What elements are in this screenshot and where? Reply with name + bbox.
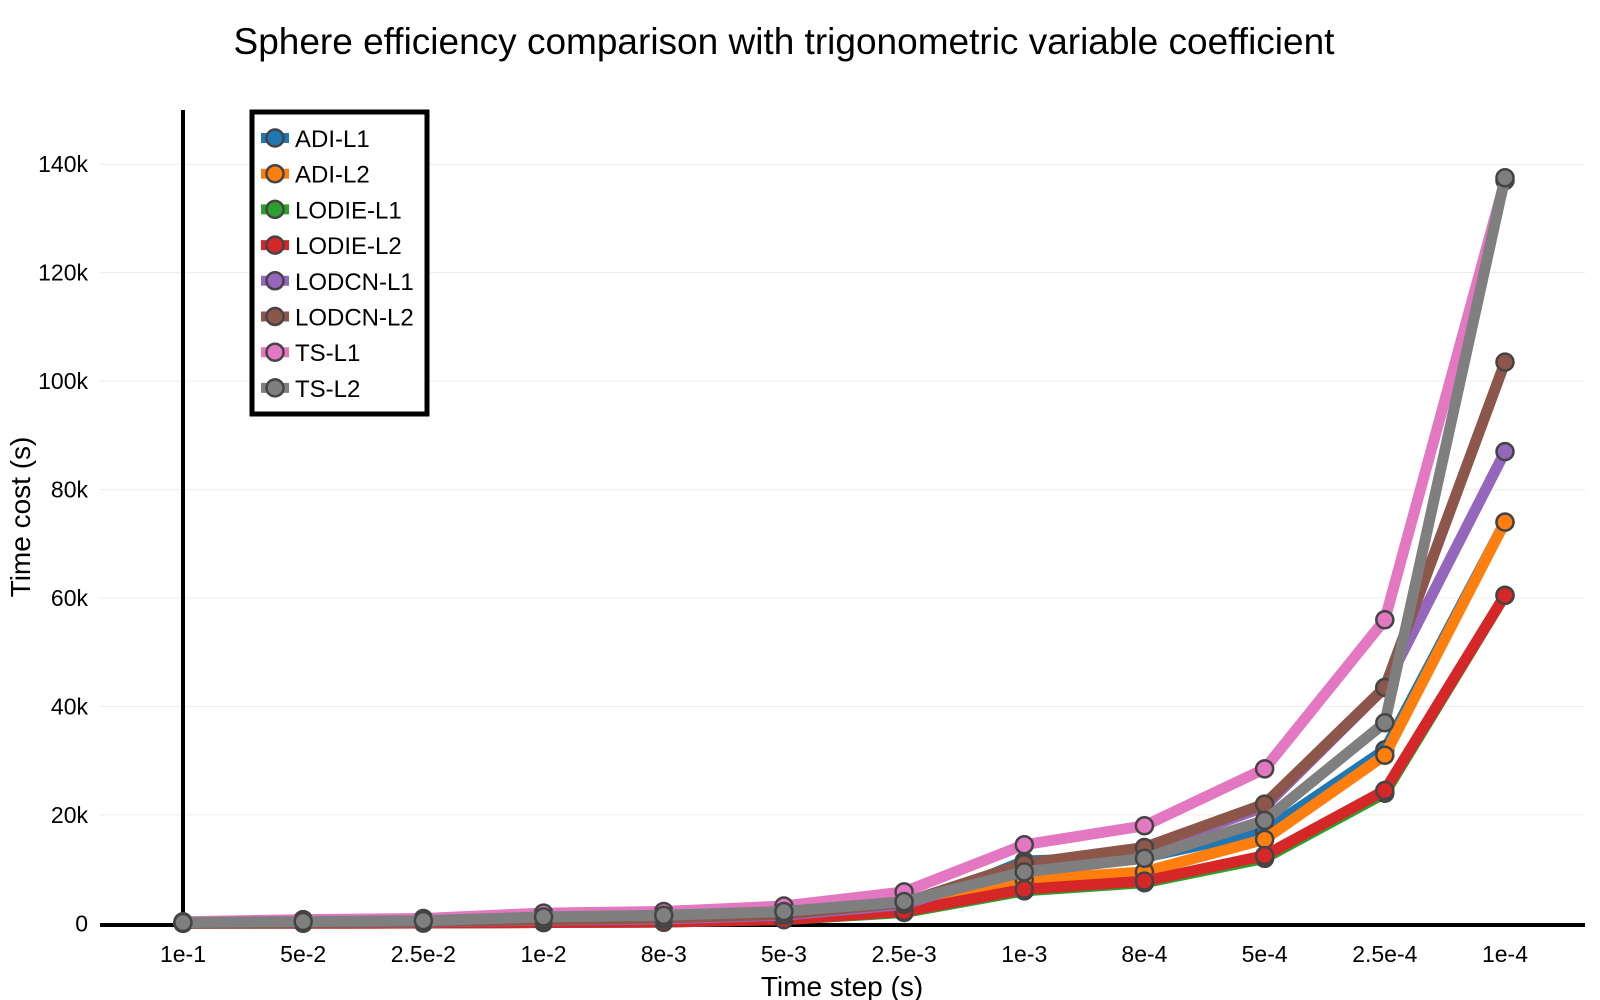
legend-swatch-marker xyxy=(265,342,285,362)
legend-swatch-marker xyxy=(265,235,285,255)
data-point xyxy=(413,910,434,931)
x-tick-label: 1e-4 xyxy=(1482,941,1528,967)
legend-item: TS-L2 xyxy=(261,376,360,403)
legend-item: LODCN-L1 xyxy=(261,269,414,296)
x-tick-label: 1e-3 xyxy=(1001,941,1047,967)
legend-label: ADI-L1 xyxy=(295,126,370,153)
series-line xyxy=(177,446,1511,929)
data-point xyxy=(533,907,554,927)
y-tick-label: 80k xyxy=(51,477,89,503)
x-tick-label: 2.5e-4 xyxy=(1352,941,1417,967)
legend-item: LODIE-L1 xyxy=(261,197,402,224)
y-tick-label: 20k xyxy=(51,802,89,828)
data-point xyxy=(653,905,674,925)
series-lodcn-l1 xyxy=(173,441,1515,933)
data-point xyxy=(1014,862,1035,882)
legend-swatch-marker xyxy=(265,128,285,148)
y-tick-label: 0 xyxy=(75,910,88,936)
series-lodcn-l2 xyxy=(173,352,1515,933)
series-line xyxy=(177,172,1511,929)
data-point xyxy=(1254,829,1275,850)
data-point xyxy=(1134,871,1155,891)
legend-swatch-marker xyxy=(265,163,285,184)
x-tick-label: 8e-4 xyxy=(1121,941,1167,967)
legend-label: LODCN-L1 xyxy=(295,269,414,296)
legend: ADI-L1 ADI-L2 LODIE-L1 LODIE-L2 LODCN-L1 LODC… xyxy=(249,109,430,417)
data-point xyxy=(894,891,914,912)
series-adi-l2 xyxy=(173,512,1515,933)
x-tick-label: 5e-2 xyxy=(280,941,326,967)
series-adi-l1 xyxy=(173,512,1515,933)
legend-swatch-marker xyxy=(265,306,285,327)
data-point xyxy=(1014,879,1035,899)
data-point xyxy=(1134,848,1155,869)
chart-title: Sphere efficiency comparison with trigon… xyxy=(234,21,1336,62)
y-tick-label: 120k xyxy=(38,260,88,286)
legend-item: ADI-L1 xyxy=(261,126,370,153)
data-point xyxy=(1495,585,1515,606)
x-axis-label: Time step (s) xyxy=(761,971,923,1000)
data-point xyxy=(1495,168,1515,188)
y-tick-label: 100k xyxy=(38,368,88,394)
x-tick-label: 1e-1 xyxy=(160,941,206,967)
data-point xyxy=(1375,609,1395,630)
data-point xyxy=(1254,845,1275,866)
y-tick-label: 140k xyxy=(38,151,88,177)
data-point xyxy=(774,901,794,922)
y-tick-label: 40k xyxy=(51,693,89,719)
legend-label: ADI-L2 xyxy=(295,162,370,189)
legend-item: LODCN-L2 xyxy=(261,305,414,332)
legend-label: LODIE-L1 xyxy=(295,197,402,224)
y-tick-label: 60k xyxy=(51,585,89,611)
legend-item: LODIE-L2 xyxy=(261,233,402,260)
data-point xyxy=(1134,816,1155,836)
x-tick-label: 1e-2 xyxy=(521,941,567,967)
legend-label: TS-L2 xyxy=(295,376,360,403)
y-axis-label: Time cost (s) xyxy=(5,437,36,598)
data-point xyxy=(293,911,313,932)
data-point xyxy=(1495,441,1515,462)
legend-swatch-marker xyxy=(265,199,285,220)
legend-label: LODIE-L2 xyxy=(295,233,402,260)
data-point xyxy=(1375,745,1395,766)
series-group xyxy=(173,168,1515,934)
series-ts-l2 xyxy=(173,168,1515,933)
legend-box xyxy=(249,109,430,417)
x-tick-label: 5e-3 xyxy=(761,941,807,967)
legend-item: TS-L1 xyxy=(261,340,360,367)
legend-swatch-marker xyxy=(265,271,285,291)
legend-swatch-marker xyxy=(265,378,285,398)
x-tick-label: 2.5e-2 xyxy=(391,941,456,967)
data-point xyxy=(1375,780,1395,801)
y-ticks: 0 20k 40k 60k 80k 100k 120k 140k xyxy=(38,151,88,936)
x-tick-label: 8e-3 xyxy=(641,941,687,967)
data-point xyxy=(1375,712,1395,733)
x-ticks: 1e-1 5e-2 2.5e-2 1e-2 8e-3 5e-3 2.5e-3 1e-3 8e-4… xyxy=(160,941,1528,967)
data-point xyxy=(173,912,193,933)
x-tick-label: 2.5e-3 xyxy=(871,941,936,967)
legend-label: LODCN-L2 xyxy=(295,305,414,332)
legend-item: ADI-L2 xyxy=(261,162,370,189)
legend-label: TS-L1 xyxy=(295,340,360,367)
data-point xyxy=(1254,810,1275,831)
x-tick-label: 5e-4 xyxy=(1242,941,1288,967)
data-point xyxy=(1014,834,1035,855)
data-point xyxy=(1254,759,1275,779)
data-point xyxy=(1495,512,1515,532)
data-point xyxy=(1495,352,1515,372)
